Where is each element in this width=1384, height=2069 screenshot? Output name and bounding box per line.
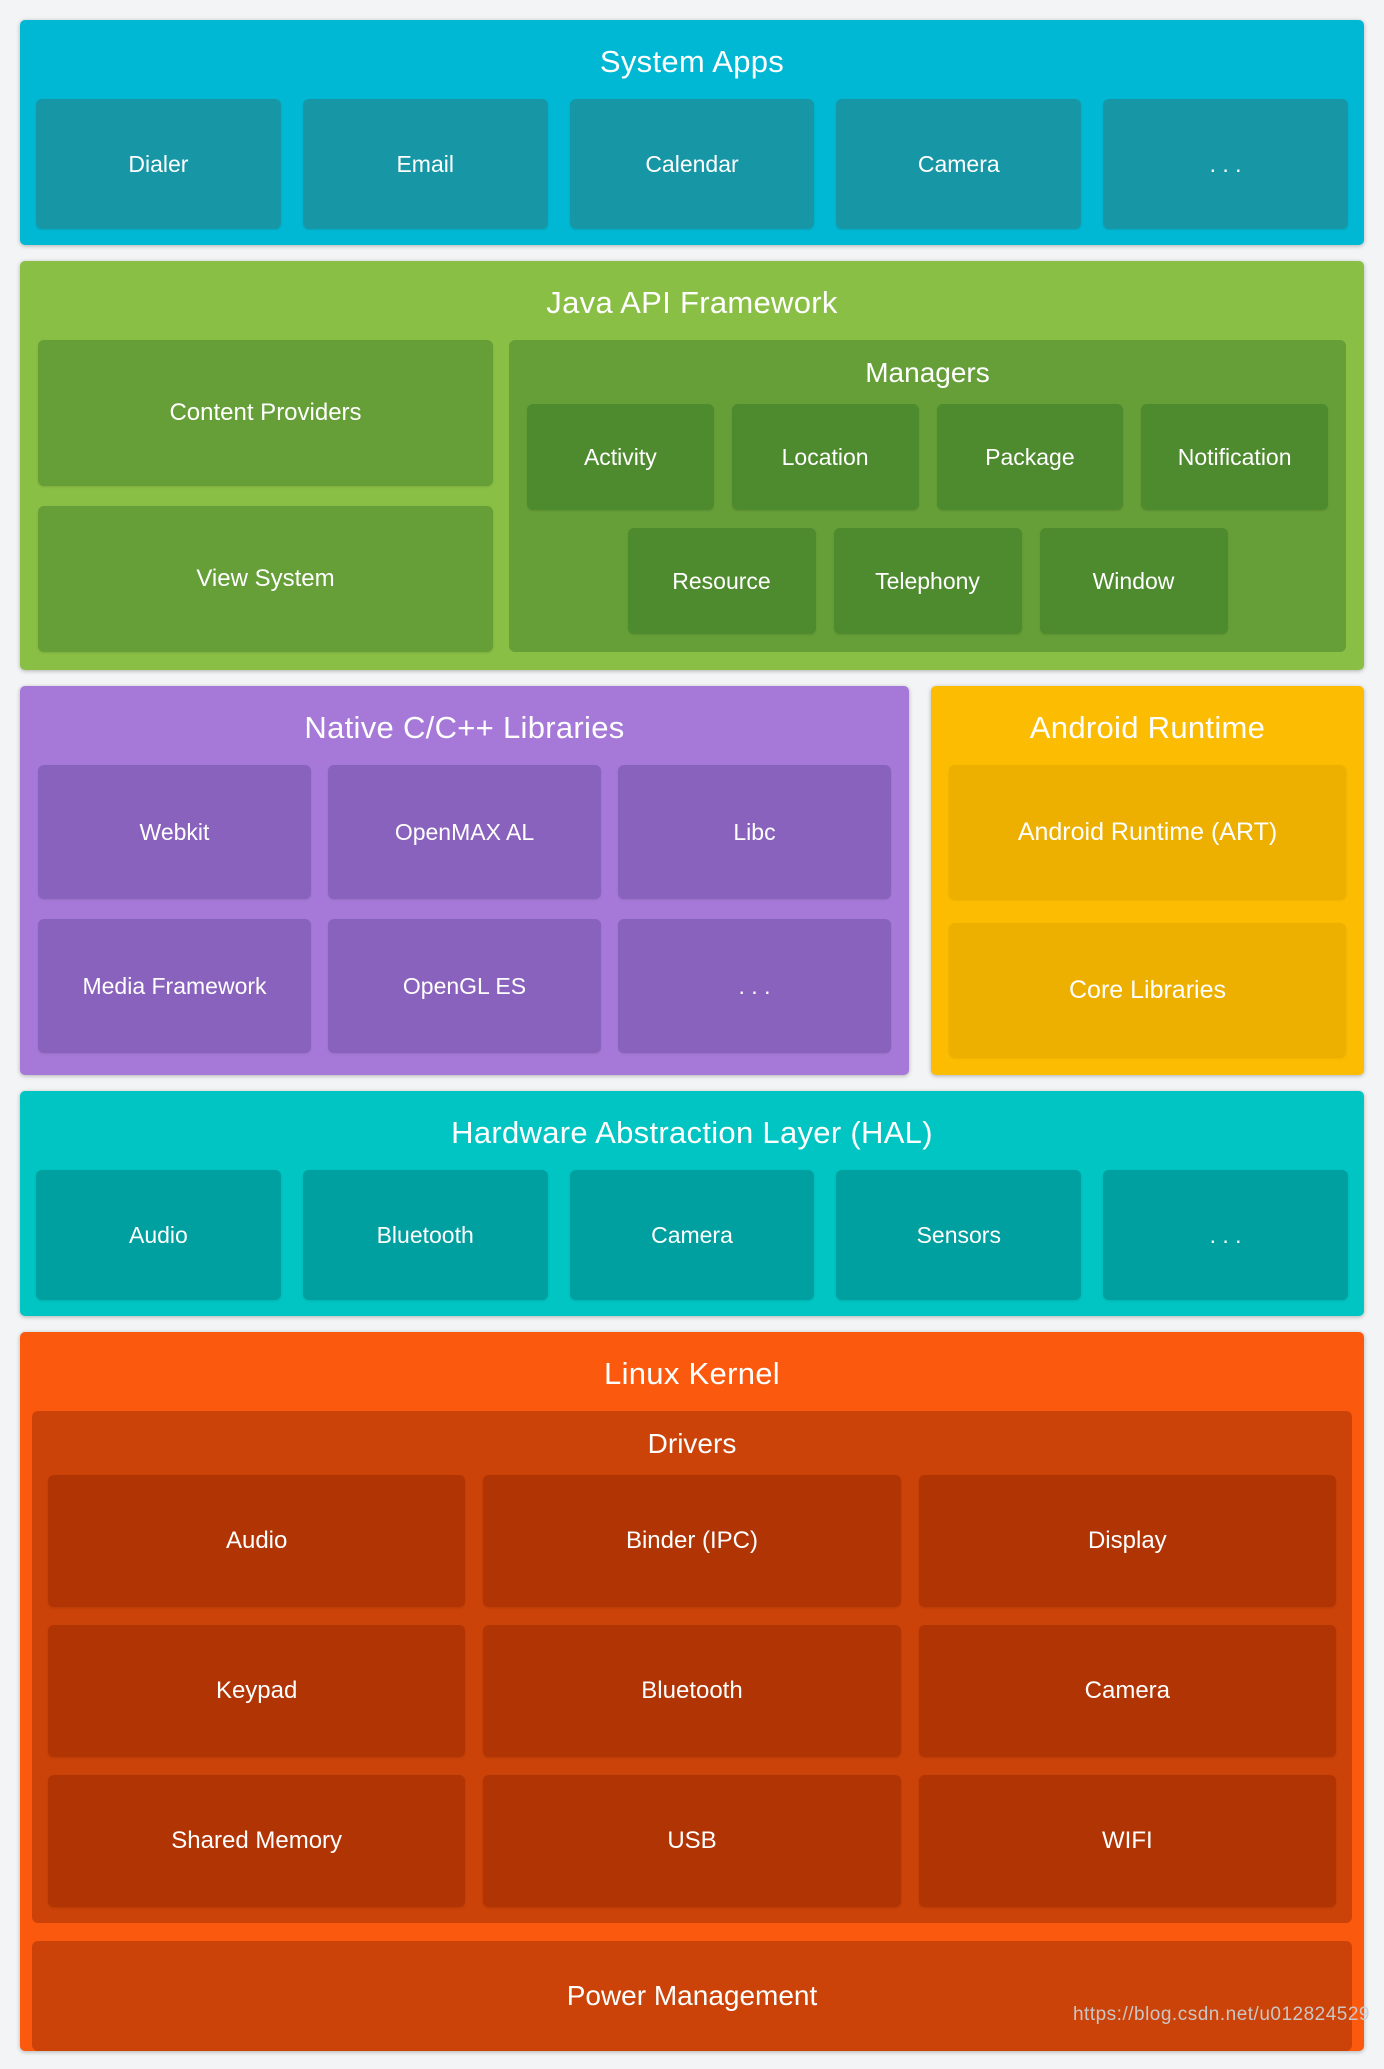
system-app-ellipsis: . . . xyxy=(1103,99,1348,229)
hal-ellipsis-box: . . . xyxy=(1103,1170,1348,1300)
driver-usb-box: USB xyxy=(483,1775,901,1907)
opengl-es-box: OpenGL ES xyxy=(328,919,601,1053)
system-app-calendar: Calendar xyxy=(569,99,815,229)
linux-kernel-section: Linux Kernel Drivers Audio Binder (IPC) … xyxy=(20,1332,1364,2051)
telephony-manager-box: Telephony xyxy=(833,528,1022,634)
driver-camera-box: Camera xyxy=(918,1625,1336,1757)
system-app-dialer: Dialer xyxy=(36,99,281,229)
middle-row: Native C/C++ Libraries Webkit OpenMAX AL… xyxy=(20,686,1364,1075)
drivers-panel: Drivers Audio Binder (IPC) Display Keypa… xyxy=(32,1411,1352,1923)
driver-audio-box: Audio xyxy=(48,1475,466,1607)
system-apps-title: System Apps xyxy=(599,44,785,79)
driver-display-box: Display xyxy=(918,1475,1336,1607)
location-manager-box: Location xyxy=(731,404,919,510)
csdn-watermark: https://blog.csdn.net/u012824529 xyxy=(1072,2004,1370,2025)
libc-box: Libc xyxy=(618,765,891,899)
window-manager-box: Window xyxy=(1039,528,1228,634)
hal-sensors-box: Sensors xyxy=(836,1170,1082,1300)
power-management-box: Power Management xyxy=(32,1941,1352,2051)
java-api-left-column: Content Providers View System xyxy=(38,340,493,652)
driver-bluetooth-box: Bluetooth xyxy=(483,1625,901,1757)
media-framework-box: Media Framework xyxy=(38,919,311,1053)
drivers-grid: Audio Binder (IPC) Display Keypad Blueto… xyxy=(48,1475,1336,1907)
hal-section: Hardware Abstraction Layer (HAL) Audio B… xyxy=(20,1091,1364,1316)
hal-title: Hardware Abstraction Layer (HAL) xyxy=(451,1115,933,1150)
core-libraries-box: Core Libraries xyxy=(949,923,1346,1057)
view-system-box: View System xyxy=(38,506,493,652)
activity-manager-box: Activity xyxy=(527,404,714,510)
notification-manager-box: Notification xyxy=(1141,404,1328,510)
java-api-content: Content Providers View System Managers A… xyxy=(20,340,1364,670)
resource-manager-box: Resource xyxy=(627,528,816,634)
managers-row-1: Activity Location Package Notification xyxy=(527,404,1328,510)
managers-row-2: Resource Telephony Window xyxy=(527,528,1328,634)
linux-kernel-title: Linux Kernel xyxy=(604,1356,780,1391)
hal-row: Audio Bluetooth Camera Sensors . . . xyxy=(20,1170,1364,1316)
driver-shared-memory-box: Shared Memory xyxy=(48,1775,466,1907)
system-apps-section: System Apps Dialer Email Calendar Camera… xyxy=(20,20,1364,245)
system-app-camera: Camera xyxy=(836,99,1082,229)
android-runtime-column: Android Runtime (ART) Core Libraries xyxy=(931,765,1364,1075)
managers-panel: Managers Activity Location Package Notif… xyxy=(509,340,1346,652)
android-runtime-section: Android Runtime Android Runtime (ART) Co… xyxy=(931,686,1364,1075)
native-ellipsis-box: . . . xyxy=(618,919,891,1053)
architecture-diagram: System Apps Dialer Email Calendar Camera… xyxy=(20,20,1364,2069)
native-libraries-grid: Webkit OpenMAX AL Libc Media Framework O… xyxy=(20,765,909,1071)
webkit-box: Webkit xyxy=(38,765,311,899)
system-apps-row: Dialer Email Calendar Camera . . . xyxy=(20,99,1364,245)
openmax-al-box: OpenMAX AL xyxy=(328,765,601,899)
hal-audio-box: Audio xyxy=(36,1170,281,1300)
managers-title: Managers xyxy=(865,357,990,388)
driver-binder-ipc-box: Binder (IPC) xyxy=(483,1475,901,1607)
hal-camera-box: Camera xyxy=(569,1170,815,1300)
driver-wifi-box: WIFI xyxy=(918,1775,1336,1907)
java-api-title: Java API Framework xyxy=(546,285,838,320)
hal-bluetooth-box: Bluetooth xyxy=(302,1170,548,1300)
driver-keypad-box: Keypad xyxy=(48,1625,466,1757)
system-app-email: Email xyxy=(302,99,548,229)
content-providers-box: Content Providers xyxy=(38,340,493,486)
native-libraries-title: Native C/C++ Libraries xyxy=(304,710,625,745)
art-box: Android Runtime (ART) xyxy=(949,765,1346,899)
native-libraries-section: Native C/C++ Libraries Webkit OpenMAX AL… xyxy=(20,686,909,1075)
android-runtime-title: Android Runtime xyxy=(1029,710,1266,745)
drivers-title: Drivers xyxy=(647,1428,737,1459)
package-manager-box: Package xyxy=(936,404,1124,510)
java-api-section: Java API Framework Content Providers Vie… xyxy=(20,261,1364,670)
